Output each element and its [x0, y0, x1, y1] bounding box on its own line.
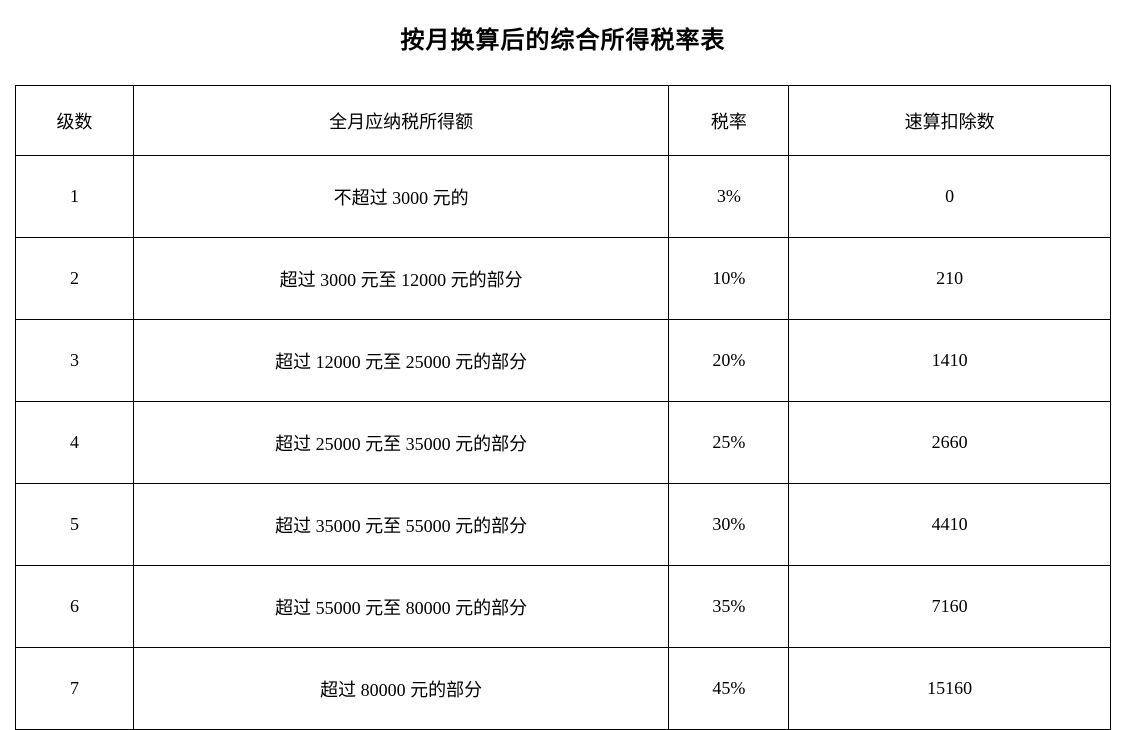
cell-rate: 45%	[669, 648, 789, 730]
cell-level: 5	[16, 484, 134, 566]
table-body: 1 不超过 3000 元的 3% 0 2 超过 3000 元至 12000 元的…	[16, 156, 1111, 730]
cell-income: 超过 25000 元至 35000 元的部分	[133, 402, 668, 484]
cell-deduction: 210	[789, 238, 1111, 320]
page-title: 按月换算后的综合所得税率表	[15, 20, 1111, 55]
table-row: 4 超过 25000 元至 35000 元的部分 25% 2660	[16, 402, 1111, 484]
table-row: 7 超过 80000 元的部分 45% 15160	[16, 648, 1111, 730]
column-header-level: 级数	[16, 86, 134, 156]
table-row: 5 超过 35000 元至 55000 元的部分 30% 4410	[16, 484, 1111, 566]
cell-level: 3	[16, 320, 134, 402]
table-row: 1 不超过 3000 元的 3% 0	[16, 156, 1111, 238]
cell-income: 超过 55000 元至 80000 元的部分	[133, 566, 668, 648]
cell-level: 2	[16, 238, 134, 320]
cell-level: 4	[16, 402, 134, 484]
cell-rate: 30%	[669, 484, 789, 566]
cell-rate: 10%	[669, 238, 789, 320]
cell-level: 7	[16, 648, 134, 730]
cell-income: 超过 80000 元的部分	[133, 648, 668, 730]
cell-income: 超过 12000 元至 25000 元的部分	[133, 320, 668, 402]
column-header-rate: 税率	[669, 86, 789, 156]
column-header-deduction: 速算扣除数	[789, 86, 1111, 156]
cell-deduction: 7160	[789, 566, 1111, 648]
cell-deduction: 0	[789, 156, 1111, 238]
cell-level: 1	[16, 156, 134, 238]
table-header-row: 级数 全月应纳税所得额 税率 速算扣除数	[16, 86, 1111, 156]
table-row: 3 超过 12000 元至 25000 元的部分 20% 1410	[16, 320, 1111, 402]
cell-level: 6	[16, 566, 134, 648]
cell-income: 超过 3000 元至 12000 元的部分	[133, 238, 668, 320]
cell-deduction: 2660	[789, 402, 1111, 484]
cell-rate: 3%	[669, 156, 789, 238]
tax-rate-table: 级数 全月应纳税所得额 税率 速算扣除数 1 不超过 3000 元的 3% 0 …	[15, 85, 1111, 730]
cell-rate: 20%	[669, 320, 789, 402]
column-header-income: 全月应纳税所得额	[133, 86, 668, 156]
table-row: 6 超过 55000 元至 80000 元的部分 35% 7160	[16, 566, 1111, 648]
cell-income: 超过 35000 元至 55000 元的部分	[133, 484, 668, 566]
cell-deduction: 1410	[789, 320, 1111, 402]
cell-deduction: 15160	[789, 648, 1111, 730]
cell-deduction: 4410	[789, 484, 1111, 566]
table-row: 2 超过 3000 元至 12000 元的部分 10% 210	[16, 238, 1111, 320]
cell-rate: 35%	[669, 566, 789, 648]
cell-income: 不超过 3000 元的	[133, 156, 668, 238]
cell-rate: 25%	[669, 402, 789, 484]
